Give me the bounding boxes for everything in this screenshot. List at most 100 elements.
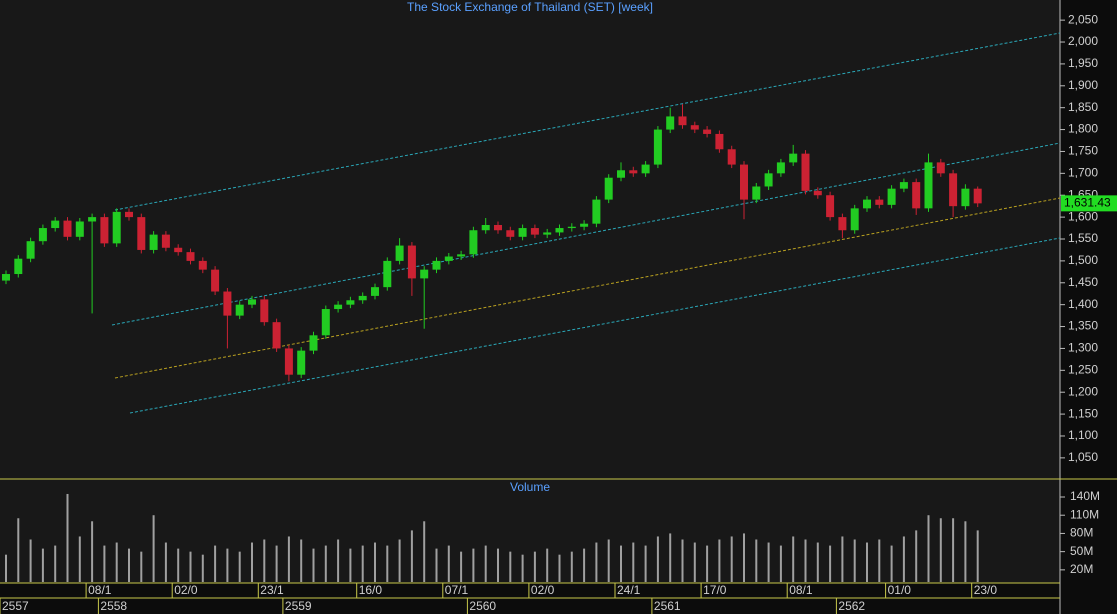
candle-body — [26, 241, 35, 259]
candle-body — [789, 153, 798, 163]
volume-bar — [140, 551, 143, 582]
y-tick-label: 1,800 — [1068, 122, 1098, 136]
x-tick-label: 23/1 — [260, 583, 284, 597]
y-tick-label: 2,000 — [1068, 34, 1098, 48]
volume-bar — [718, 539, 721, 582]
volume-bar — [583, 548, 586, 582]
volume-bar — [620, 545, 622, 582]
trend-line — [114, 197, 1061, 379]
candle-body — [272, 322, 281, 349]
candle-body — [407, 245, 416, 279]
volume-bar — [644, 545, 647, 582]
candle-body — [223, 291, 232, 316]
volume-bar — [964, 521, 967, 582]
volume-bar — [570, 551, 573, 582]
candle-body — [321, 309, 330, 336]
y-tick-label: 1,500 — [1068, 253, 1098, 267]
y-tick-label: 1,600 — [1068, 209, 1098, 223]
volume-bar — [669, 533, 672, 582]
candle-body — [617, 170, 625, 178]
axis-bg — [1060, 0, 1117, 614]
volume-tick-label: 110M — [1070, 507, 1099, 521]
volume-bar — [447, 545, 450, 582]
candle-body — [506, 230, 515, 237]
volume-bar — [164, 542, 167, 582]
volume-bar — [656, 536, 659, 582]
candle-body — [186, 252, 195, 261]
volume-bar — [878, 539, 881, 582]
candle-body — [395, 245, 404, 261]
year-label: 2561 — [654, 599, 681, 613]
candle-body — [666, 116, 675, 130]
volume-bar — [41, 548, 44, 582]
volume-bar — [915, 530, 918, 582]
year-label: 2558 — [100, 599, 127, 613]
y-tick-label: 1,450 — [1068, 275, 1098, 289]
y-tick-label: 1,900 — [1068, 78, 1098, 92]
candle-body — [801, 153, 810, 191]
candle-body — [949, 173, 958, 207]
candle-body — [604, 177, 613, 200]
candle-body — [715, 133, 724, 150]
volume-bar — [29, 539, 32, 582]
candle-body — [887, 188, 896, 205]
volume-bar — [91, 521, 94, 582]
candle-body — [420, 269, 429, 279]
volume-bar — [128, 548, 130, 582]
volume-bar — [460, 551, 463, 582]
candle-body — [63, 220, 72, 237]
candle-body — [137, 217, 146, 250]
candle-body — [432, 260, 441, 270]
candle-body — [936, 162, 945, 174]
x-tick-label: 02/0 — [174, 583, 198, 597]
volume-bar — [804, 539, 807, 582]
candle-body — [211, 269, 220, 292]
candle-body — [100, 217, 109, 244]
x-tick-label: 08/1 — [88, 583, 112, 597]
x-tick-label: 23/0 — [974, 583, 998, 597]
volume-bar — [103, 545, 106, 582]
chart-title: The Stock Exchange of Thailand (SET) [we… — [407, 0, 653, 14]
y-tick-label: 1,950 — [1068, 56, 1098, 70]
candle-body — [457, 254, 466, 257]
candle-body — [543, 232, 552, 235]
volume-bar — [497, 548, 499, 582]
last-price-label: 1,631.43 — [1064, 196, 1111, 210]
volume-bar — [816, 542, 819, 582]
candle-body — [826, 195, 835, 218]
volume-title: Volume — [510, 480, 550, 494]
volume-bar — [201, 554, 204, 582]
volume-bar — [54, 545, 57, 582]
volume-bar — [435, 548, 438, 582]
candle-body — [248, 299, 256, 305]
plot-bg — [0, 0, 1060, 614]
volume-bar — [66, 493, 69, 582]
candle-body — [813, 190, 822, 196]
candle-body — [703, 129, 712, 134]
volume-bar — [533, 551, 536, 582]
candle-body — [88, 217, 97, 222]
volume-bar — [386, 545, 389, 582]
volume-bar — [767, 542, 770, 582]
candle-body — [912, 182, 921, 209]
candle-body — [469, 230, 478, 255]
volume-bar — [312, 548, 315, 582]
candle-body — [444, 256, 453, 261]
volume-bar — [337, 539, 340, 582]
volume-bar — [829, 545, 832, 582]
candle-body — [334, 304, 343, 310]
candle-body — [961, 188, 970, 207]
trend-line — [111, 142, 1061, 326]
candle-body — [346, 300, 355, 305]
candle-body — [740, 164, 748, 200]
volume-bar — [275, 545, 278, 582]
volume-bar — [423, 521, 426, 582]
volume-bar — [287, 536, 290, 582]
volume-bar — [521, 554, 524, 582]
candle-body — [297, 350, 306, 375]
candle-body — [371, 287, 379, 296]
volume-bar — [927, 515, 930, 582]
candle-body — [580, 223, 589, 227]
candle-body — [14, 258, 23, 275]
volume-bar — [706, 545, 709, 582]
